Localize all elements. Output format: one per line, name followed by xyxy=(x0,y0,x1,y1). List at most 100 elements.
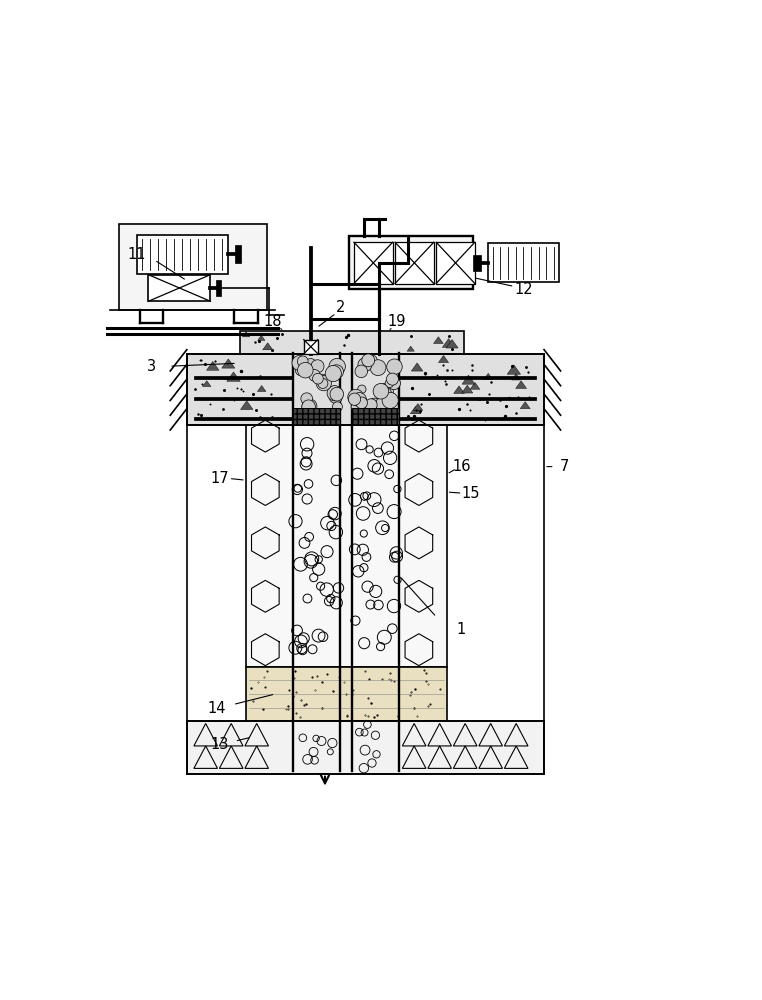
Polygon shape xyxy=(520,402,530,409)
Polygon shape xyxy=(263,343,273,350)
Circle shape xyxy=(370,360,386,376)
Circle shape xyxy=(356,397,367,409)
Bar xyxy=(216,280,221,296)
Text: 16: 16 xyxy=(452,459,471,474)
Circle shape xyxy=(385,379,394,388)
Circle shape xyxy=(362,354,375,367)
Circle shape xyxy=(327,386,342,401)
Bar xyxy=(187,721,544,774)
Bar xyxy=(119,224,267,310)
Circle shape xyxy=(318,374,327,383)
Bar xyxy=(488,243,559,282)
Circle shape xyxy=(316,375,331,391)
Text: 1: 1 xyxy=(456,622,466,637)
Polygon shape xyxy=(453,386,464,393)
Polygon shape xyxy=(512,374,520,380)
Polygon shape xyxy=(242,332,250,337)
Circle shape xyxy=(302,399,317,414)
Circle shape xyxy=(386,373,399,385)
Bar xyxy=(395,242,434,284)
Circle shape xyxy=(325,365,341,382)
Circle shape xyxy=(330,387,344,401)
Text: 3: 3 xyxy=(147,359,156,374)
Circle shape xyxy=(366,355,377,367)
Circle shape xyxy=(305,359,317,371)
Circle shape xyxy=(377,383,393,399)
Polygon shape xyxy=(241,401,253,410)
Circle shape xyxy=(382,392,399,408)
Polygon shape xyxy=(484,373,493,380)
Bar xyxy=(149,275,210,301)
Bar xyxy=(246,425,447,667)
Text: 13: 13 xyxy=(210,737,229,752)
Circle shape xyxy=(329,358,345,375)
Circle shape xyxy=(297,356,308,367)
Polygon shape xyxy=(258,335,265,340)
Text: 15: 15 xyxy=(461,486,479,501)
Circle shape xyxy=(373,383,389,399)
Bar xyxy=(349,236,473,289)
Polygon shape xyxy=(470,382,480,389)
Polygon shape xyxy=(411,363,423,371)
Circle shape xyxy=(309,370,321,381)
Circle shape xyxy=(311,360,324,373)
Bar xyxy=(235,245,241,263)
Text: 18: 18 xyxy=(263,314,282,329)
Text: 17: 17 xyxy=(210,471,229,486)
Circle shape xyxy=(376,397,391,412)
Polygon shape xyxy=(434,337,443,344)
Circle shape xyxy=(292,355,307,371)
Polygon shape xyxy=(507,365,520,374)
Polygon shape xyxy=(222,359,235,368)
Bar xyxy=(352,408,399,425)
Text: 12: 12 xyxy=(514,282,533,297)
Circle shape xyxy=(318,378,328,388)
Text: 2: 2 xyxy=(335,300,345,315)
Circle shape xyxy=(296,365,306,376)
Polygon shape xyxy=(407,346,415,351)
Polygon shape xyxy=(227,372,240,381)
Bar xyxy=(473,255,481,271)
Polygon shape xyxy=(410,406,421,414)
Polygon shape xyxy=(446,340,458,348)
Circle shape xyxy=(357,385,366,393)
Text: 11: 11 xyxy=(127,247,146,262)
Circle shape xyxy=(330,365,344,379)
Bar xyxy=(240,331,464,354)
Bar xyxy=(304,340,318,354)
Circle shape xyxy=(348,393,360,405)
Bar xyxy=(187,354,544,425)
Polygon shape xyxy=(207,362,219,370)
Polygon shape xyxy=(462,375,475,384)
Bar xyxy=(136,235,228,274)
Circle shape xyxy=(309,367,318,376)
Circle shape xyxy=(358,358,372,372)
Circle shape xyxy=(312,373,323,384)
Bar xyxy=(436,242,475,284)
Text: 19: 19 xyxy=(387,314,405,329)
Polygon shape xyxy=(203,381,211,387)
Polygon shape xyxy=(438,355,449,363)
Text: 7: 7 xyxy=(560,459,569,474)
Polygon shape xyxy=(258,386,266,391)
Circle shape xyxy=(351,401,363,413)
Circle shape xyxy=(388,377,401,390)
Text: 14: 14 xyxy=(207,701,226,716)
Polygon shape xyxy=(413,404,423,410)
Circle shape xyxy=(352,393,367,407)
Polygon shape xyxy=(462,385,473,393)
Polygon shape xyxy=(516,381,527,388)
Circle shape xyxy=(332,402,342,412)
Circle shape xyxy=(355,365,367,378)
Circle shape xyxy=(297,362,313,378)
Bar xyxy=(246,667,447,721)
Circle shape xyxy=(302,400,315,414)
Bar xyxy=(354,242,392,284)
Bar xyxy=(293,408,341,425)
Circle shape xyxy=(301,393,312,405)
Polygon shape xyxy=(443,339,455,347)
Circle shape xyxy=(365,399,377,411)
Circle shape xyxy=(379,387,392,400)
Circle shape xyxy=(347,389,363,405)
Circle shape xyxy=(329,390,342,403)
